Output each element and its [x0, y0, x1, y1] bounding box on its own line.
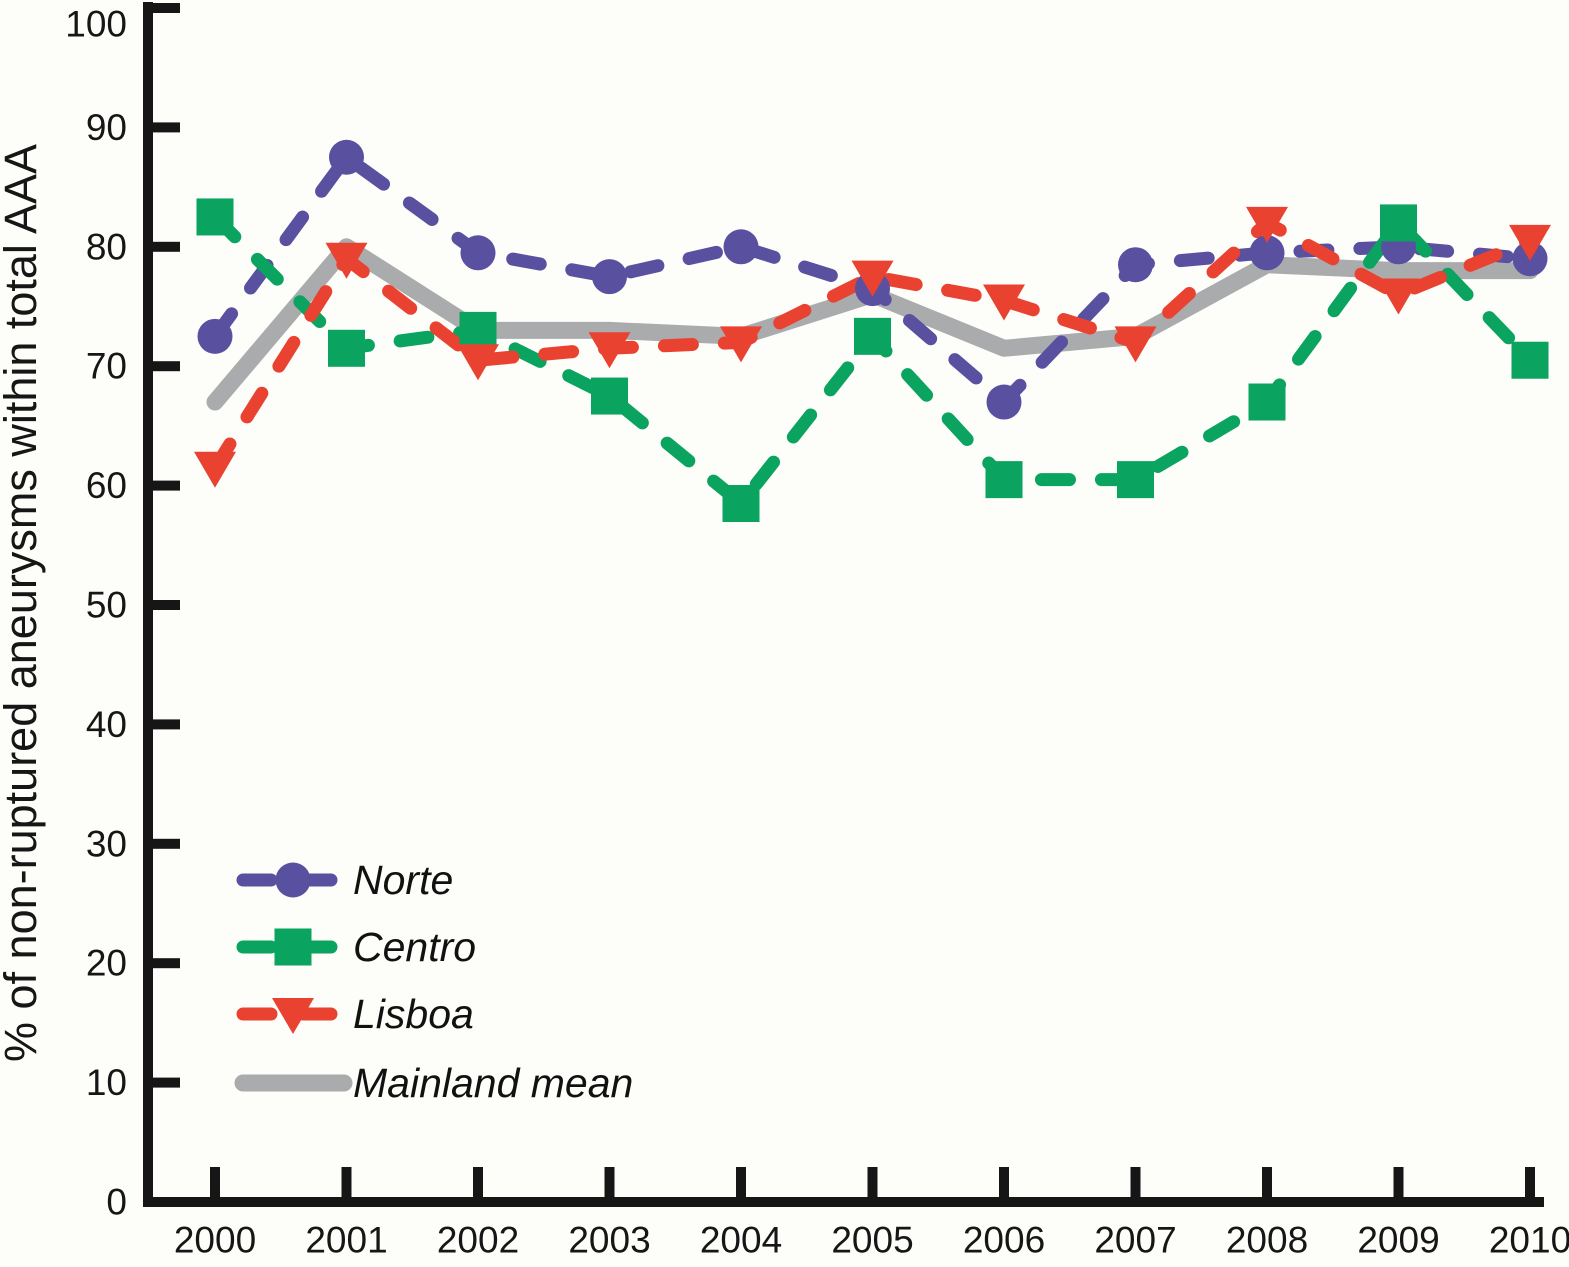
x-tick [210, 1167, 220, 1197]
x-tick-label: 2001 [305, 1220, 387, 1261]
y-tick [153, 241, 180, 252]
marker-norte [1249, 235, 1285, 271]
y-tick-label: 60 [86, 465, 127, 506]
x-tick [1262, 1167, 1272, 1197]
x-tick [1393, 1167, 1404, 1197]
marker-centro [722, 485, 760, 523]
y-tick-label: 0 [106, 1182, 127, 1223]
x-tick [1525, 1167, 1535, 1197]
marker-lisboa [1377, 278, 1420, 315]
marker-centro [1380, 204, 1417, 242]
series-layer [194, 139, 1551, 523]
legend-layer [234, 862, 353, 1092]
marker-norte [1118, 247, 1153, 283]
marker-lisboa [588, 332, 631, 369]
x-tick-label: 2004 [700, 1220, 782, 1261]
marker-centro [591, 377, 628, 415]
legend-label-centro: Centro [353, 924, 476, 970]
legend-label-norte: Norte [353, 857, 453, 903]
marker-norte [460, 235, 496, 271]
y-tick [153, 122, 180, 133]
y-axis-line [143, 2, 153, 1207]
marker-lisboa [1509, 224, 1551, 261]
y-tick-label: 10 [86, 1062, 127, 1103]
marker-lisboa [272, 998, 314, 1034]
x-tick-label: 2002 [437, 1220, 519, 1261]
marker-centro [1248, 383, 1286, 421]
marker-norte [723, 229, 759, 265]
y-tick-label: 100 [65, 4, 127, 45]
y-tick [153, 838, 180, 849]
y-tick-label: 70 [86, 346, 127, 387]
marker-lisboa [194, 451, 236, 488]
marker-norte [329, 139, 364, 175]
marker-centro [854, 317, 891, 355]
marker-centro [459, 311, 497, 349]
marker-norte [592, 259, 627, 295]
x-tick [736, 1167, 746, 1197]
y-tick-label: 50 [86, 585, 127, 626]
legend-label-mainland-mean: Mainland mean [353, 1060, 633, 1106]
marker-centro [196, 198, 234, 236]
x-tick [1130, 1167, 1141, 1197]
y-tick [153, 480, 180, 491]
axes-layer: 0 10 20 30 40 50 60 70 80 90 100 2000 2001 2002 2003 20… [65, 2, 1569, 1261]
marker-lisboa [851, 260, 894, 297]
y-tick [153, 3, 180, 13]
x-axis-line [143, 1197, 1544, 1207]
x-tick [867, 1167, 878, 1197]
y-tick [153, 600, 180, 610]
marker-centro [985, 461, 1023, 499]
marker-lisboa [325, 242, 368, 279]
x-tick [604, 1167, 615, 1197]
marker-norte [275, 862, 311, 898]
y-tick [153, 719, 180, 730]
x-tick-label: 2009 [1357, 1220, 1439, 1261]
marker-norte [986, 384, 1022, 420]
x-tick-label: 2006 [963, 1220, 1045, 1261]
marker-norte [197, 318, 233, 354]
marker-centro [1117, 461, 1154, 499]
marker-centro [1511, 341, 1549, 379]
y-tick [153, 958, 180, 969]
y-tick-label: 20 [86, 943, 127, 984]
x-tick-label: 2008 [1226, 1220, 1308, 1261]
y-tick-label: 90 [86, 107, 127, 148]
x-tick-label: 2007 [1094, 1220, 1176, 1261]
x-tick [341, 1167, 352, 1197]
marker-lisboa [1246, 206, 1288, 243]
marker-lisboa [720, 326, 762, 363]
x-tick [473, 1167, 483, 1197]
y-tick-label: 30 [86, 823, 127, 864]
x-tick-label: 2010 [1489, 1220, 1569, 1261]
series-line-lisboa [208, 216, 1537, 475]
marker-lisboa [457, 344, 499, 381]
x-tick-label: 2003 [568, 1220, 650, 1261]
x-tick-label: 2005 [831, 1220, 913, 1261]
x-tick-label: 2000 [174, 1220, 256, 1261]
marker-lisboa [1114, 326, 1157, 363]
legend-label-lisboa: Lisboa [353, 991, 474, 1037]
marker-centro [328, 329, 365, 367]
y-tick [153, 1197, 180, 1207]
y-tick [153, 1077, 180, 1088]
marker-centro [274, 928, 312, 966]
marker-lisboa [983, 284, 1025, 321]
y-axis-title: % of non-ruptured aneurysms within total… [0, 144, 46, 1062]
x-tick [999, 1167, 1009, 1197]
y-tick-label: 40 [86, 704, 127, 745]
y-tick [153, 361, 180, 372]
y-tick-label: 80 [86, 226, 127, 267]
